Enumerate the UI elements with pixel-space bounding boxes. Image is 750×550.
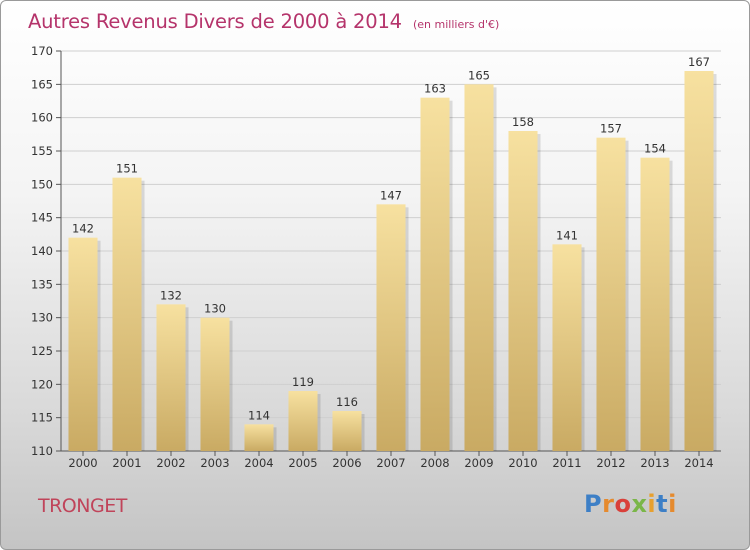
bar-value-label: 142 [72,222,94,236]
y-tick-label: 120 [31,377,53,391]
bar [244,424,274,451]
bar [508,131,538,451]
bar-value-label: 167 [688,55,710,69]
x-tick-label: 2006 [332,456,361,470]
y-tick-label: 145 [31,211,53,225]
city-name: TRONGET [38,495,127,517]
bar [464,84,494,451]
x-tick-label: 2010 [508,456,537,470]
bar [420,97,450,452]
x-tick-label: 2005 [288,456,317,470]
bar-value-label: 163 [424,82,446,96]
bar-value-label: 114 [248,408,270,422]
bar-value-label: 157 [600,122,622,136]
bar-value-label: 130 [204,302,226,316]
bar [288,391,318,451]
x-tick-label: 2012 [596,456,625,470]
chart-subtitle: (en milliers d'€) [412,18,500,31]
bar [376,204,406,451]
x-tick-label: 2001 [112,456,141,470]
bar-value-label: 165 [468,68,490,82]
logo-letter: t [656,490,669,518]
y-tick-label: 150 [31,177,53,191]
bar-value-label: 141 [556,228,578,242]
y-tick-label: 155 [31,144,53,158]
bar [156,304,186,451]
bar [640,157,670,451]
y-tick-label: 125 [31,344,53,358]
bar [552,244,582,451]
x-tick-label: 2011 [552,456,581,470]
x-tick-label: 2007 [376,456,405,470]
x-tick-label: 2003 [200,456,229,470]
logo-letter: i [668,490,677,518]
logo-letter: o [614,490,632,518]
bar-value-label: 151 [116,162,138,176]
y-tick-label: 110 [31,444,53,458]
x-tick-label: 2014 [684,456,713,470]
bar-value-label: 116 [336,395,358,409]
y-tick-label: 135 [31,277,53,291]
y-tick-label: 115 [31,411,53,425]
x-tick-label: 2013 [640,456,669,470]
y-tick-label: 130 [31,311,53,325]
bar-value-label: 119 [292,375,314,389]
y-tick-label: 165 [31,77,53,91]
x-tick-label: 2000 [68,456,97,470]
chart-title: Autres Revenus Divers de 2000 à 2014 [28,10,402,33]
y-tick-label: 170 [31,44,53,58]
bar [684,71,714,451]
x-tick-label: 2004 [244,456,273,470]
logo-letter: x [631,490,648,518]
x-tick-label: 2009 [464,456,493,470]
bar-value-label: 132 [160,288,182,302]
bar-value-label: 154 [644,142,666,156]
bar-value-label: 147 [380,188,402,202]
bar [332,411,362,451]
bar [596,137,626,451]
proxiti-logo: Proxiti [584,490,677,518]
title-row: Autres Revenus Divers de 2000 à 2014 (en… [28,10,499,33]
logo-letter: r [602,490,615,518]
bar-value-label: 158 [512,115,534,129]
x-tick-label: 2002 [156,456,185,470]
logo-letter: i [647,490,657,518]
bar [200,317,230,451]
bar [68,237,98,451]
y-tick-label: 140 [31,244,53,258]
y-tick-label: 160 [31,111,53,125]
logo-letter: P [584,490,603,518]
bar [112,177,142,451]
x-tick-label: 2008 [420,456,449,470]
